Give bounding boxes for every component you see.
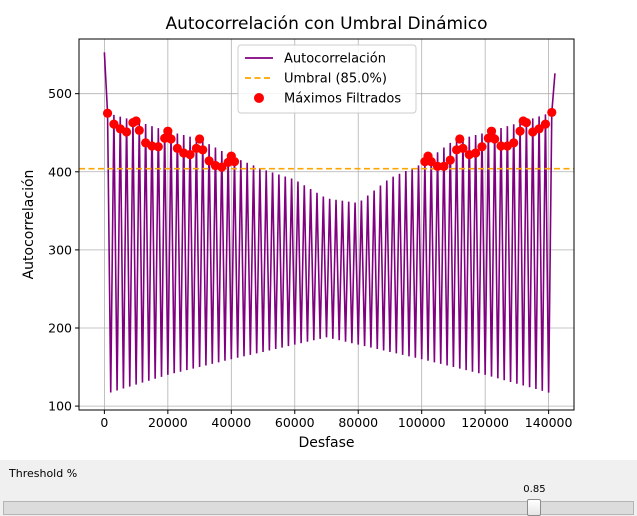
filtered-peak-marker bbox=[455, 134, 465, 144]
filtered-peak-marker bbox=[540, 119, 551, 129]
threshold-slider-thumb[interactable] bbox=[527, 499, 542, 516]
filtered-peak-marker bbox=[109, 119, 119, 129]
x-tick-label: 0 bbox=[100, 415, 108, 430]
threshold-label: Threshold % bbox=[9, 467, 78, 480]
filtered-peak-marker bbox=[121, 127, 132, 137]
filtered-peak-marker bbox=[534, 124, 544, 134]
legend-label-autocorrelacion: Autocorrelación bbox=[284, 52, 386, 67]
filtered-peak-marker bbox=[163, 126, 173, 136]
filtered-peak-marker bbox=[166, 134, 176, 144]
filtered-peak-marker bbox=[458, 143, 468, 153]
filtered-peak-marker bbox=[194, 134, 205, 144]
slider-value-label: 0.85 bbox=[523, 484, 546, 495]
filtered-peak-marker bbox=[217, 162, 227, 172]
filtered-peak-marker bbox=[477, 142, 487, 152]
y-tick-label: 100 bbox=[48, 399, 72, 414]
x-tick-label: 80000 bbox=[338, 415, 378, 430]
x-tick-label: 140000 bbox=[525, 415, 573, 430]
filtered-peak-marker bbox=[153, 142, 163, 152]
filtered-peak-marker bbox=[547, 107, 557, 118]
filtered-peak-marker bbox=[515, 126, 525, 136]
filtered-peak-marker bbox=[134, 125, 144, 135]
legend-label-umbral: Umbral (85.0%) bbox=[284, 72, 387, 87]
filtered-peak-marker bbox=[426, 157, 436, 167]
filtered-peak-marker bbox=[509, 138, 519, 148]
autocorrelation-line bbox=[103, 52, 556, 393]
filtered-peak-marker bbox=[172, 143, 182, 153]
y-tick-label: 200 bbox=[48, 320, 72, 335]
filtered-peak-marker bbox=[490, 134, 500, 144]
legend: Autocorrelación Umbral (85.0%) Máximos F… bbox=[237, 44, 417, 114]
filtered-peak-marker bbox=[521, 117, 532, 128]
filtered-peak-marker bbox=[445, 155, 455, 165]
y-tick-label: 500 bbox=[48, 86, 72, 101]
filtered-peak-marker bbox=[486, 126, 497, 136]
plot-area: 0 20000 40000 60000 80000 100000 120000 140000 1… bbox=[21, 14, 575, 451]
filtered-peak-marker bbox=[185, 149, 195, 160]
filtered-peak-marker bbox=[102, 108, 113, 118]
x-tick-label: 40000 bbox=[211, 415, 251, 430]
y-tick-label: 300 bbox=[48, 242, 72, 257]
peaks-layer bbox=[102, 107, 557, 172]
x-axis-label: Desfase bbox=[298, 435, 354, 451]
y-tick-label: 400 bbox=[48, 164, 72, 179]
autocorrelation-chart: 0 20000 40000 60000 80000 100000 120000 140000 1… bbox=[21, 14, 575, 451]
filtered-peak-marker bbox=[198, 145, 208, 155]
x-tick-label: 100000 bbox=[398, 415, 446, 430]
legend-box bbox=[237, 44, 417, 114]
x-tick-label: 120000 bbox=[461, 415, 509, 430]
legend-swatch-maximos bbox=[254, 93, 264, 103]
filtered-peak-marker bbox=[229, 157, 240, 167]
chart-title: Autocorrelación con Umbral Dinámico bbox=[165, 14, 487, 34]
x-tick-label: 20000 bbox=[148, 415, 188, 430]
series-layer bbox=[103, 52, 556, 393]
filtered-peak-marker bbox=[432, 161, 443, 171]
axes-frame bbox=[78, 38, 575, 411]
filtered-peak-marker bbox=[496, 141, 506, 151]
ticks-layer: 0 20000 40000 60000 80000 100000 120000 140000 1… bbox=[48, 86, 572, 430]
threshold-slider-track[interactable] bbox=[3, 501, 634, 515]
threshold-control-panel: Threshold % 0.85 bbox=[0, 460, 637, 516]
filtered-peak-marker bbox=[131, 116, 141, 126]
filtered-peak-marker bbox=[439, 161, 449, 171]
legend-label-maximos: Máximos Filtrados bbox=[284, 92, 401, 107]
filtered-peak-marker bbox=[471, 148, 481, 158]
filtered-peak-marker bbox=[204, 156, 214, 166]
x-tick-label: 60000 bbox=[275, 415, 315, 430]
y-axis-label: Autocorrelación bbox=[21, 170, 37, 280]
